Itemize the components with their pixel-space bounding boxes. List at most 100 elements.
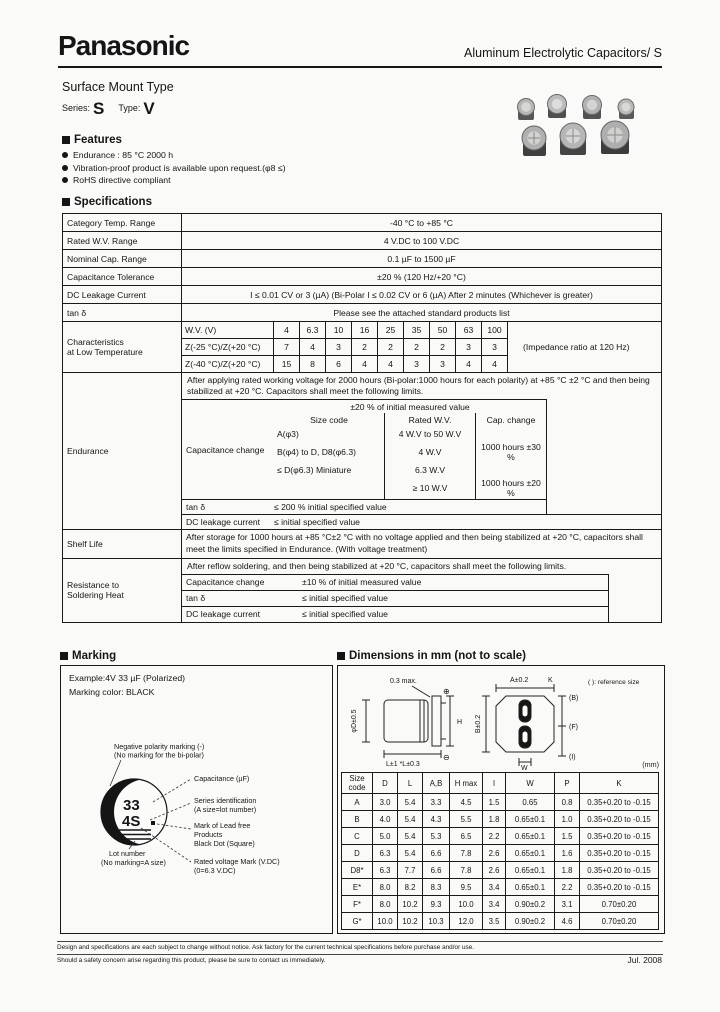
leader-lines: [109, 759, 192, 863]
table-row: tan δ Please see the attached standard p…: [62, 303, 662, 322]
dimensions-box: 0.3 max. φD±0.5 H L±1 *L±0.3 ⊕ ⊖ A±0.2 K…: [337, 665, 665, 934]
svg-text:Black Dot (Square): Black Dot (Square): [194, 839, 255, 848]
ref-b-label: (B): [569, 695, 578, 702]
dimension-labels: 0.3 max. φD±0.5 H L±1 *L±0.3 ⊕ ⊖ A±0.2 K…: [351, 677, 640, 770]
spec-value: ±20 % (120 Hz/+20 °C): [181, 267, 662, 286]
capacitor-cluster: [517, 94, 635, 156]
table-row: B(φ4) to D, D8(φ6.3) 4 W.V 1000 hours ±3…: [274, 441, 546, 464]
marking-color: Marking color: BLACK: [69, 687, 155, 697]
svg-text:(No marking=A size): (No marking=A size): [101, 858, 166, 867]
marking-diagram: 33 4S Negative polarity marking (-) (No …: [100, 742, 280, 875]
marking-code-value: 4S: [122, 813, 140, 830]
series-identification-label: Series identification: [194, 796, 256, 805]
section-bullet: [62, 198, 70, 206]
table-row: Z(-40 °C)/Z(+20 °C) 15 8 6 4 4 3 3 4 4: [181, 355, 508, 373]
section-bullet: [60, 652, 68, 660]
low-temp-table: W.V. (V) 4 6.3 10 16 25 35 50 63 100: [181, 321, 508, 373]
feature-item: Endurance : 85 °C 2000 h: [62, 150, 286, 160]
low-temp-cell: W.V. (V) 4 6.3 10 16 25 35 50 63 100: [181, 321, 662, 373]
table-row: ≤ D(φ6.3) Miniature 6.3 W.V: [274, 463, 546, 478]
capacitance-label: Capacitance (µF): [194, 774, 249, 783]
features-list: Endurance : 85 °C 2000 h Vibration-proof…: [62, 150, 286, 185]
rated-voltage-label: Rated voltage Mark (V.DC): [194, 857, 280, 866]
feature-item: RoHS directive compliant: [62, 175, 286, 185]
features-heading: Features: [74, 134, 122, 146]
a-dim-label: A±0.2: [510, 677, 528, 684]
k-dim-label: K: [548, 677, 553, 684]
svg-text:(No marking for the bi-polar): (No marking for the bi-polar): [114, 751, 204, 760]
table-row: G* 10.0 10.2 10.3 12.0 3.5 0.90±0.2 4.6 …: [341, 912, 659, 930]
table-row: Shelf Life After storage for 1000 hours …: [62, 529, 662, 559]
capacitor-bottom-view: [482, 684, 566, 766]
marking-callouts: Negative polarity marking (-) (No markin…: [101, 742, 280, 875]
spec-label: Resistance to Soldering Heat: [62, 557, 182, 623]
spec-value: -40 °C to +85 °C: [181, 213, 662, 232]
marking-box: Example:4V 33 µF (Polarized) Marking col…: [60, 665, 333, 934]
footer-disclaimer: Design and specifications are each subje…: [57, 941, 663, 965]
negative-marking-label: Negative polarity marking (-): [114, 742, 204, 751]
spec-label: Nominal Cap. Range: [62, 249, 182, 268]
section-bullet: [62, 136, 70, 144]
table-row: DC leakage current ≤ initial specified v…: [182, 605, 608, 622]
table-row: Rated W.V. Range 4 V.DC to 100 V.DC: [62, 231, 662, 250]
header-rule: [58, 66, 662, 68]
length-label: L±1 *L±0.3: [386, 761, 420, 768]
disclaimer-line: Should a safety concern arise regarding …: [57, 953, 663, 966]
bullet-icon: [62, 152, 68, 158]
features-section: Features Endurance : 85 °C 2000 h Vibrat…: [62, 134, 286, 188]
spec-label: DC Leakage Current: [62, 285, 182, 304]
capacitor-top-marking: [100, 778, 180, 846]
height-label: H: [457, 719, 462, 726]
spec-label: Endurance: [62, 371, 182, 531]
series-value: S: [93, 99, 105, 118]
soldering-intro: After reflow soldering, and then being s…: [187, 560, 567, 571]
table-row: DC Leakage Current I ≤ 0.01 CV or 3 (µA)…: [62, 285, 662, 304]
series-type-line: Series: S Type: V: [62, 99, 155, 119]
table-row: Category Temp. Range -40 °C to +85 °C: [62, 213, 662, 232]
capacitor-side-view: [362, 685, 454, 758]
product-photo: [517, 94, 635, 156]
impedance-note: (Impedance ratio at 120 Hz): [523, 342, 630, 352]
bullet-icon: [62, 164, 68, 171]
table-row: Resistance to Soldering Heat After reflo…: [62, 557, 662, 623]
spec-label: Rated W.V. Range: [62, 231, 182, 250]
dimensions-section-heading: Dimensions in mm (not to scale): [337, 650, 526, 662]
cap-change-label: Capacitance change: [186, 444, 265, 455]
table-row: Z(-25 °C)/Z(+20 °C) 7 4 3 2 2 2 2 3 3: [181, 338, 508, 356]
marking-example: Example:4V 33 µF (Polarized): [69, 673, 186, 683]
product-line-title: Surface Mount Type: [62, 80, 174, 94]
plus-polarity-icon: ⊕: [443, 687, 450, 696]
spec-label: Category Temp. Range: [62, 213, 182, 232]
leadfree-label: Mark of Lead free: [194, 821, 250, 830]
reference-size-note: ( ): reference size: [588, 679, 640, 686]
svg-text:Products: Products: [194, 830, 223, 839]
soldering-subtable: Capacitance change ±10 % of initial meas…: [182, 573, 609, 622]
dimensions-table: Size code D L A,B H max l W P K A 3.0 5.…: [341, 772, 659, 930]
section-bullet: [337, 652, 345, 660]
table-row: D 6.3 5.4 6.6 7.8 2.6 0.65±0.1 1.6 0.35+…: [341, 844, 659, 862]
leadfree-dot: [151, 821, 155, 825]
diameter-label: φD±0.5: [351, 709, 358, 732]
table-row: ≥ 10 W.V 1000 hours ±20 %: [274, 477, 546, 500]
table-row: D8* 6.3 7.7 6.6 7.8 2.6 0.65±0.1 1.8 0.3…: [341, 861, 659, 879]
spec-value: 4 V.DC to 100 V.DC: [181, 231, 662, 250]
ref-i-label: (I): [569, 754, 576, 761]
series-label: Series:: [62, 103, 91, 113]
b-dim-label: B±0.2: [475, 715, 482, 733]
endurance-tan-row: tan δ ≤ 200 % initial specified value: [182, 499, 546, 514]
table-row: Capacitance change ±10 % of initial meas…: [186, 577, 422, 588]
specifications-section-heading: Specifications: [62, 196, 152, 208]
w-dim-label: W: [521, 765, 528, 770]
table-row: C 5.0 5.4 5.3 6.5 2.2 0.65±0.1 1.5 0.35+…: [341, 827, 659, 845]
table-row: E* 8.0 8.2 8.3 9.5 3.4 0.65±0.1 2.2 0.35…: [341, 878, 659, 896]
gap-label: 0.3 max.: [390, 678, 417, 685]
spec-label: tan δ: [62, 303, 182, 322]
minus-polarity-icon: ⊖: [443, 753, 450, 762]
table-row: Capacitance Tolerance ±20 % (120 Hz/+20 …: [62, 267, 662, 286]
soldering-cell: After reflow soldering, and then being s…: [181, 557, 662, 623]
table-row: A(φ3) 4 W.V to 50 W.V: [274, 427, 546, 442]
table-header-row: Size code D L A,B H max l W P K: [341, 772, 659, 794]
marking-capacitance-value: 33: [123, 797, 140, 814]
cap-change-limit: ±20 % of initial measured value: [350, 402, 470, 413]
type-label: Type:: [118, 103, 141, 113]
